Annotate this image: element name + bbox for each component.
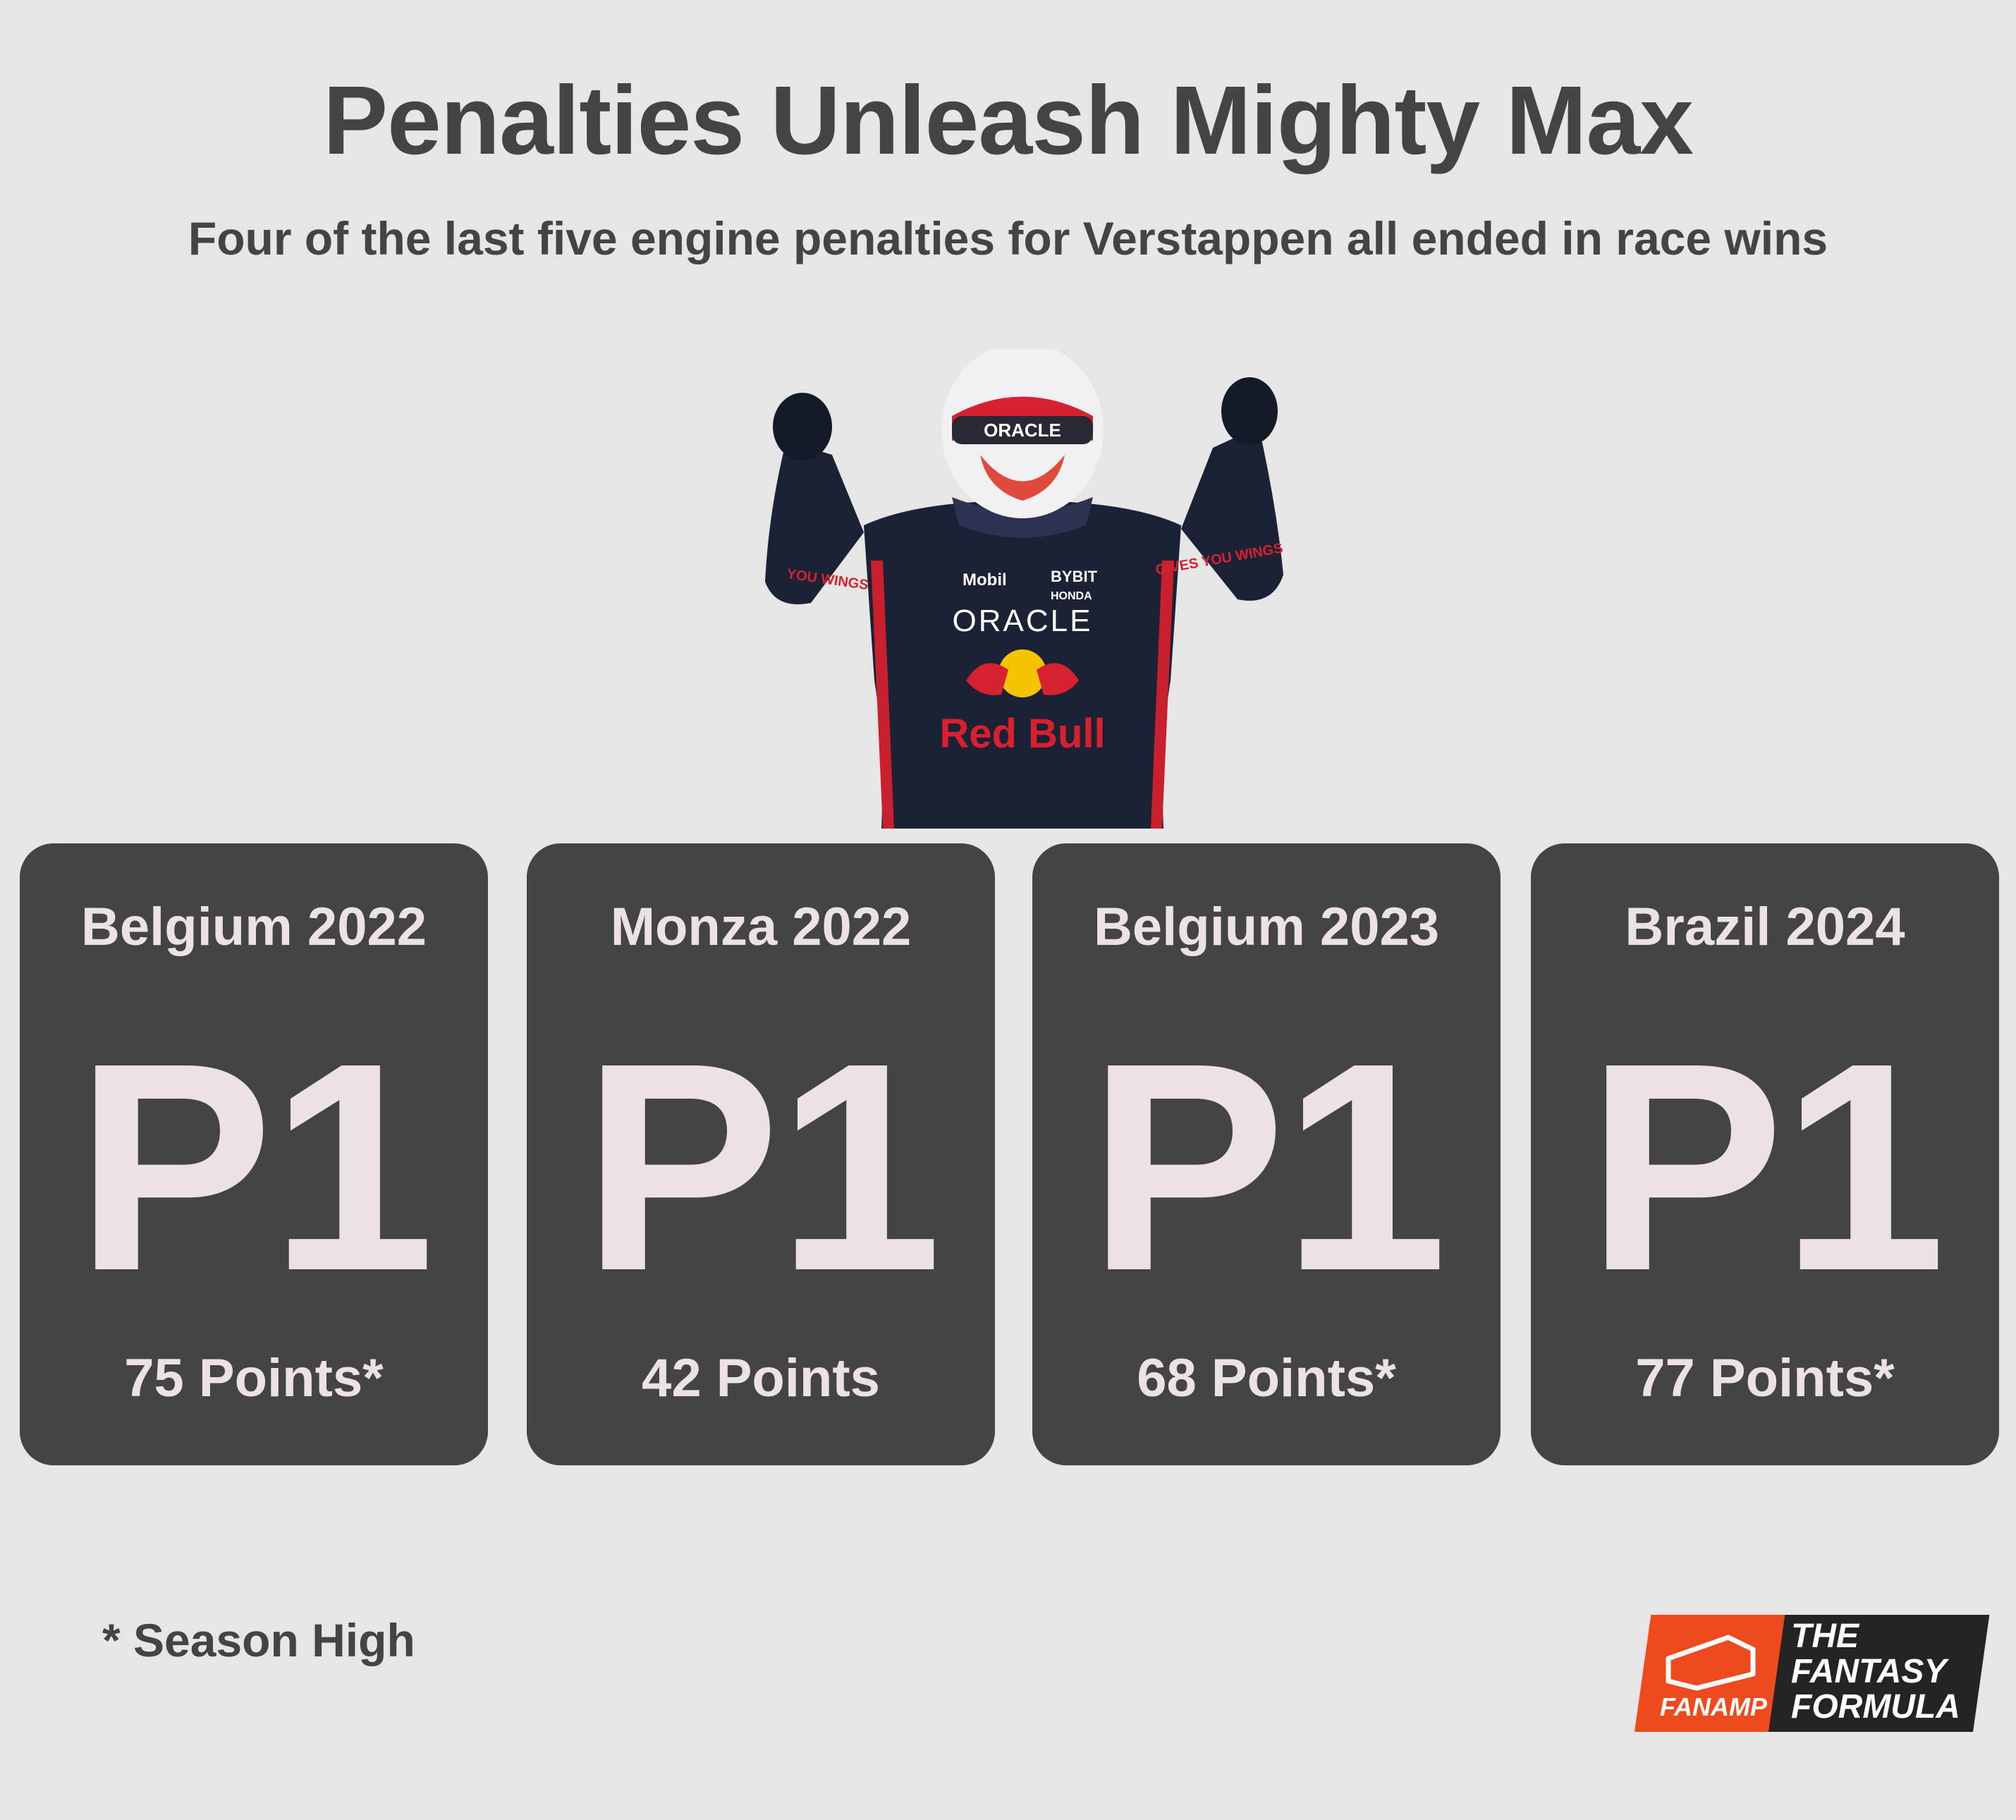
race-name: Belgium 2022 bbox=[81, 897, 427, 957]
fantasy-points: 75 Points* bbox=[124, 1348, 384, 1408]
fantasy-points: 42 Points bbox=[642, 1348, 880, 1408]
brand-line-1: THE bbox=[1791, 1618, 1859, 1655]
page-subtitle: Four of the last five engine penalties f… bbox=[188, 212, 1828, 264]
race-name: Monza 2022 bbox=[610, 897, 912, 957]
race-card-3: Belgium 2023 P1 68 Points* bbox=[1032, 843, 1501, 1465]
house-icon bbox=[1666, 1635, 1756, 1691]
finish-position: P1 bbox=[1587, 1002, 1946, 1333]
svg-text:HONDA: HONDA bbox=[1051, 590, 1092, 602]
svg-text:BYBIT: BYBIT bbox=[1051, 568, 1098, 585]
page-title: Penalties Unleash Mighty Max bbox=[323, 66, 1694, 175]
brand-line-3: FORMULA bbox=[1791, 1688, 1960, 1726]
svg-text:Red Bull: Red Bull bbox=[939, 711, 1105, 757]
race-card-2: Monza 2022 P1 42 Points bbox=[527, 843, 995, 1465]
left-fist bbox=[773, 393, 832, 460]
right-fist bbox=[1221, 377, 1278, 445]
svg-text:Mobil: Mobil bbox=[963, 570, 1007, 590]
fantasy-formula-logo: FANAMP THE FANTASY FORMULA bbox=[1635, 1615, 1990, 1732]
race-name: Belgium 2023 bbox=[1094, 897, 1439, 957]
helmet-visor bbox=[952, 416, 1093, 444]
svg-text:ORACLE: ORACLE bbox=[984, 420, 1061, 441]
race-name: Brazil 2024 bbox=[1625, 897, 1905, 957]
brand-line-2: FANTASY bbox=[1791, 1653, 1947, 1690]
fanamp-label: FANAMP bbox=[1660, 1692, 1767, 1721]
fantasy-points: 68 Points* bbox=[1137, 1348, 1396, 1408]
left-arm bbox=[765, 441, 864, 604]
right-arm bbox=[1181, 427, 1283, 601]
finish-position: P1 bbox=[582, 1002, 942, 1333]
footnote: * Season High bbox=[102, 1614, 415, 1666]
finish-position: P1 bbox=[75, 1002, 435, 1333]
driver-illustration: ORACLE Mobil BYBIT HONDA ORACLE Red Bull… bbox=[765, 349, 1284, 829]
finish-position: P1 bbox=[1088, 1002, 1448, 1333]
svg-text:ORACLE: ORACLE bbox=[953, 604, 1093, 638]
race-card-1: Belgium 2022 P1 75 Points* bbox=[20, 843, 488, 1465]
brand-label: THE FANTASY FORMULA bbox=[1791, 1619, 1960, 1725]
fantasy-points: 77 Points* bbox=[1635, 1348, 1895, 1408]
race-card-4: Brazil 2024 P1 77 Points* bbox=[1531, 843, 1999, 1465]
